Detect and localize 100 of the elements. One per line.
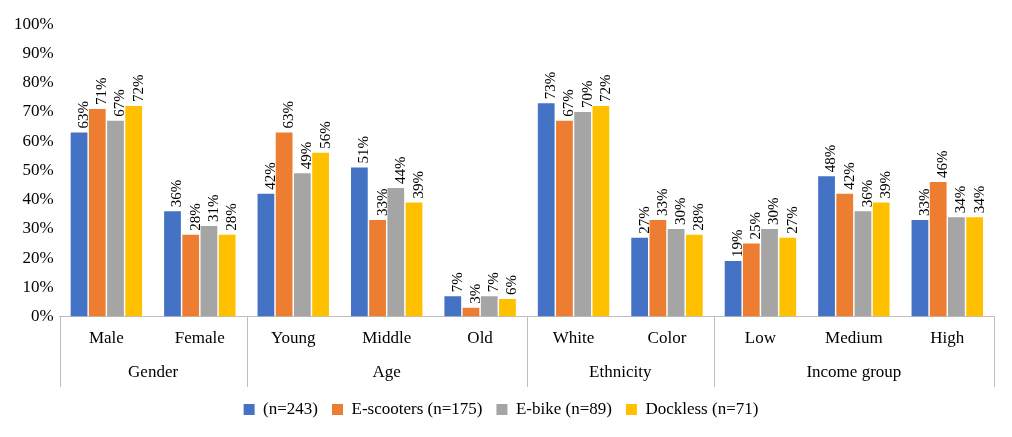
data-label: 33% bbox=[653, 188, 670, 217]
data-label: 46% bbox=[934, 150, 951, 179]
bar bbox=[88, 109, 106, 317]
data-label: 36% bbox=[168, 179, 185, 208]
bar bbox=[125, 106, 143, 317]
y-tick-label: 20% bbox=[22, 247, 54, 267]
data-label: 42% bbox=[840, 162, 857, 190]
legend-label: Dockless (n=71) bbox=[645, 398, 759, 418]
bar bbox=[257, 193, 275, 317]
data-label: 6% bbox=[503, 275, 520, 296]
bar bbox=[592, 106, 610, 317]
text: Gender bbox=[128, 362, 179, 382]
data-label: 25% bbox=[747, 212, 764, 240]
data-label: 72% bbox=[129, 74, 146, 103]
bar bbox=[312, 152, 329, 317]
data-label: 56% bbox=[316, 121, 333, 149]
bar bbox=[631, 237, 649, 317]
legend-label: E-bike (n=89) bbox=[515, 398, 612, 418]
text: Ethnicity bbox=[589, 362, 652, 382]
y-tick-label: 90% bbox=[22, 42, 54, 62]
legend-label: E-scooters (n=175) bbox=[351, 398, 483, 418]
bar bbox=[667, 228, 685, 317]
bar bbox=[218, 234, 236, 317]
data-label: 34% bbox=[952, 185, 969, 214]
y-tick-label: 10% bbox=[22, 276, 54, 296]
bar bbox=[948, 217, 965, 317]
x-tick-label: Color bbox=[647, 328, 687, 348]
x-tick-label: High bbox=[930, 328, 965, 348]
bar bbox=[836, 193, 854, 317]
x-tick-label: Female bbox=[174, 328, 225, 348]
bar bbox=[685, 234, 703, 317]
data-label: 39% bbox=[409, 171, 426, 199]
bar bbox=[293, 173, 311, 317]
bar bbox=[929, 182, 947, 317]
bar bbox=[70, 132, 88, 317]
data-label: 42% bbox=[261, 162, 278, 190]
bar bbox=[369, 220, 386, 317]
bar bbox=[405, 202, 423, 317]
data-label: 67% bbox=[560, 89, 577, 117]
y-tick-label: 30% bbox=[22, 218, 54, 238]
y-tick-label: 80% bbox=[22, 72, 54, 92]
bar bbox=[164, 211, 181, 317]
data-label: 33% bbox=[915, 188, 932, 217]
text: Income group bbox=[806, 362, 902, 382]
data-label: 30% bbox=[672, 197, 689, 225]
x-tick-label: Young bbox=[270, 328, 317, 348]
data-label: 63% bbox=[74, 100, 91, 129]
data-label: 34% bbox=[970, 185, 987, 214]
data-label: 71% bbox=[93, 77, 110, 105]
data-label: 31% bbox=[204, 194, 221, 222]
bar bbox=[574, 111, 592, 317]
data-label: 39% bbox=[877, 171, 894, 199]
data-label: 7% bbox=[448, 272, 465, 293]
data-label: 70% bbox=[578, 80, 595, 108]
bar bbox=[182, 234, 200, 317]
y-tick-label: 60% bbox=[22, 130, 54, 150]
x-tick-label: White bbox=[552, 328, 595, 348]
data-label: 33% bbox=[373, 188, 390, 217]
bar bbox=[387, 187, 405, 317]
bar bbox=[499, 299, 516, 317]
data-label: 28% bbox=[223, 203, 240, 231]
data-label: 67% bbox=[111, 89, 128, 117]
data-label: 27% bbox=[783, 206, 800, 234]
data-label: 49% bbox=[298, 141, 315, 170]
data-label: 3% bbox=[466, 283, 483, 304]
data-label: 48% bbox=[822, 144, 839, 173]
data-label: 28% bbox=[690, 203, 707, 231]
y-tick-label: 100% bbox=[13, 13, 54, 33]
bar bbox=[480, 296, 498, 317]
x-tick-label: Middle bbox=[362, 328, 412, 348]
data-label: 44% bbox=[391, 156, 408, 184]
bar bbox=[444, 296, 462, 317]
y-tick-label: 50% bbox=[22, 159, 54, 179]
data-label: 36% bbox=[858, 179, 875, 208]
bar bbox=[854, 211, 872, 317]
data-label: 30% bbox=[765, 197, 782, 225]
y-tick-label: 70% bbox=[22, 101, 54, 121]
bar bbox=[275, 132, 293, 317]
data-label: 51% bbox=[355, 135, 372, 164]
y-tick-label: 0% bbox=[30, 306, 54, 326]
bar bbox=[649, 220, 667, 317]
bar bbox=[200, 225, 218, 317]
bar bbox=[966, 217, 983, 317]
bar bbox=[107, 120, 124, 317]
bar bbox=[724, 261, 742, 317]
data-label: 73% bbox=[542, 71, 559, 100]
x-tick-label: Male bbox=[88, 328, 124, 348]
data-label: 63% bbox=[280, 100, 297, 129]
data-label: 19% bbox=[729, 229, 746, 258]
y-tick-label: 40% bbox=[22, 189, 54, 209]
data-label: 72% bbox=[596, 74, 613, 103]
x-tick-label: Low bbox=[744, 328, 777, 348]
x-tick-label: Old bbox=[467, 328, 494, 348]
bar bbox=[537, 103, 555, 317]
bar bbox=[761, 228, 778, 317]
bar bbox=[779, 237, 797, 317]
data-label: 28% bbox=[186, 203, 203, 231]
x-tick-label: Medium bbox=[825, 328, 883, 348]
legend-label: (n=243) bbox=[263, 398, 319, 418]
bar bbox=[911, 220, 929, 317]
